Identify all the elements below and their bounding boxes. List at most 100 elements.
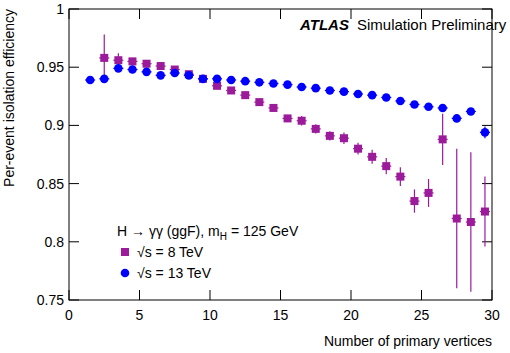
y-tick-right bbox=[482, 9, 492, 10]
y-tick bbox=[69, 241, 79, 242]
legend-label: √s = 8 TeV bbox=[137, 244, 204, 260]
marker bbox=[157, 62, 165, 70]
series bbox=[99, 35, 490, 292]
y-tick bbox=[69, 183, 79, 184]
y-tick-label: 0.75 bbox=[37, 292, 64, 308]
marker bbox=[283, 80, 292, 89]
marker bbox=[326, 132, 334, 140]
marker bbox=[100, 75, 109, 84]
atlas-label: ATLAS bbox=[299, 16, 349, 33]
marker bbox=[255, 78, 264, 87]
marker bbox=[340, 87, 349, 96]
x-tick bbox=[280, 290, 281, 300]
marker bbox=[452, 114, 461, 123]
marker bbox=[241, 91, 249, 99]
y-tick-label: 0.85 bbox=[37, 176, 64, 192]
y-tick-label: 0.8 bbox=[45, 234, 65, 250]
marker bbox=[382, 162, 390, 170]
marker bbox=[410, 197, 418, 205]
legend-label: √s = 13 TeV bbox=[137, 265, 212, 281]
marker bbox=[114, 64, 123, 73]
marker bbox=[298, 117, 306, 125]
x-tick-label: 15 bbox=[273, 307, 289, 323]
x-tick bbox=[492, 290, 493, 300]
y-tick bbox=[69, 67, 79, 68]
y-tick bbox=[69, 125, 79, 126]
marker bbox=[241, 77, 250, 86]
marker bbox=[284, 114, 292, 122]
marker bbox=[396, 97, 405, 106]
process-subscript: H bbox=[220, 231, 227, 242]
marker bbox=[424, 102, 433, 111]
y-tick bbox=[69, 9, 79, 10]
marker bbox=[396, 173, 404, 181]
marker bbox=[185, 71, 194, 80]
marker bbox=[410, 100, 419, 109]
marker bbox=[382, 93, 391, 102]
x-tick bbox=[69, 290, 70, 300]
marker bbox=[269, 79, 278, 88]
y-tick-right bbox=[482, 300, 492, 301]
marker bbox=[227, 86, 235, 94]
process-label: H → γγ (ggF), mH = 125 GeV bbox=[117, 223, 299, 242]
y-tick-right bbox=[482, 183, 492, 184]
x-tick-label: 30 bbox=[484, 307, 500, 323]
y-tick-label: 0.9 bbox=[45, 117, 65, 133]
marker bbox=[425, 189, 433, 197]
x-tick-top bbox=[210, 9, 211, 19]
plot-frame bbox=[69, 9, 492, 300]
marker bbox=[170, 69, 179, 78]
marker bbox=[453, 215, 461, 223]
y-tick-label: 0.95 bbox=[37, 59, 64, 75]
marker bbox=[86, 76, 95, 85]
x-tick-top bbox=[139, 9, 140, 19]
marker bbox=[128, 57, 136, 65]
marker bbox=[354, 145, 362, 153]
marker bbox=[311, 84, 320, 93]
process-text-end: = 125 GeV bbox=[231, 223, 299, 239]
x-tick-label: 10 bbox=[202, 307, 218, 323]
marker bbox=[227, 76, 236, 85]
y-tick-label: 1 bbox=[56, 1, 64, 17]
x-tick bbox=[139, 290, 140, 300]
marker bbox=[128, 65, 137, 74]
x-tick-top bbox=[280, 9, 281, 19]
x-tick-label: 0 bbox=[65, 307, 73, 323]
marker bbox=[199, 75, 207, 83]
marker bbox=[199, 75, 208, 84]
marker bbox=[297, 83, 306, 92]
marker bbox=[481, 128, 490, 137]
marker bbox=[269, 104, 277, 112]
marker bbox=[467, 218, 475, 226]
process-text: H → γγ (ggF), m bbox=[117, 223, 220, 239]
marker bbox=[368, 91, 377, 100]
marker bbox=[142, 68, 151, 77]
legend-marker bbox=[121, 248, 129, 256]
x-tick bbox=[351, 290, 352, 300]
x-axis-label: Number of primary vertices bbox=[324, 333, 492, 349]
chart: 0510152025300.750.80.850.90.951Number of… bbox=[0, 0, 510, 353]
marker bbox=[312, 125, 320, 133]
marker bbox=[213, 75, 222, 84]
series bbox=[85, 64, 490, 138]
marker bbox=[368, 153, 376, 161]
y-tick bbox=[69, 300, 79, 301]
marker bbox=[340, 134, 348, 142]
marker bbox=[438, 104, 447, 113]
marker bbox=[143, 60, 151, 68]
x-tick bbox=[210, 290, 211, 300]
legend-marker bbox=[121, 269, 130, 278]
y-axis-label: Per-event isolation efficiency bbox=[1, 9, 17, 187]
x-tick-label: 5 bbox=[136, 307, 144, 323]
marker bbox=[354, 90, 363, 99]
marker bbox=[467, 107, 476, 116]
x-tick bbox=[421, 290, 422, 300]
y-tick-right bbox=[482, 67, 492, 68]
marker bbox=[439, 135, 447, 143]
marker bbox=[156, 71, 165, 80]
y-tick-right bbox=[482, 125, 492, 126]
x-tick-label: 20 bbox=[343, 307, 359, 323]
marker bbox=[100, 54, 108, 62]
x-tick-top bbox=[69, 9, 70, 19]
atlas-sublabel: Simulation Preliminary bbox=[357, 16, 507, 33]
